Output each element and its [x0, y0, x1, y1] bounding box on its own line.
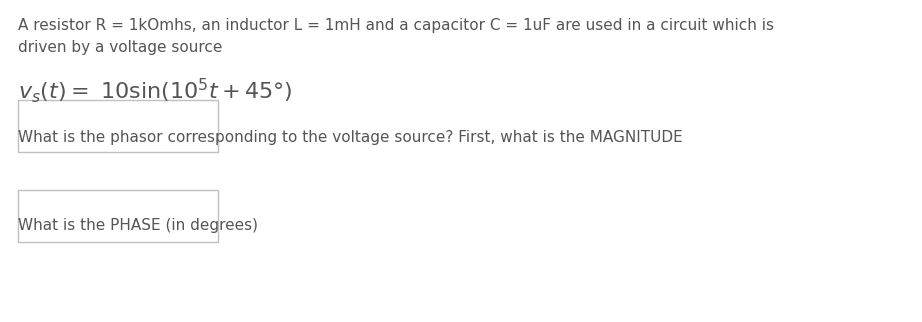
Text: driven by a voltage source: driven by a voltage source	[18, 40, 222, 55]
Bar	[18, 100, 218, 152]
Text: A resistor R = 1kOmhs, an inductor L = 1mH and a capacitor C = 1uF are used in a: A resistor R = 1kOmhs, an inductor L = 1…	[18, 18, 774, 33]
Text: $v_s(t) = \ 10 \sin(10^5 t + 45°)$: $v_s(t) = \ 10 \sin(10^5 t + 45°)$	[18, 76, 292, 105]
Bar	[18, 190, 218, 242]
Text: What is the PHASE (in degrees): What is the PHASE (in degrees)	[18, 218, 258, 233]
Text: What is the phasor corresponding to the voltage source? First, what is the MAGNI: What is the phasor corresponding to the …	[18, 130, 683, 145]
